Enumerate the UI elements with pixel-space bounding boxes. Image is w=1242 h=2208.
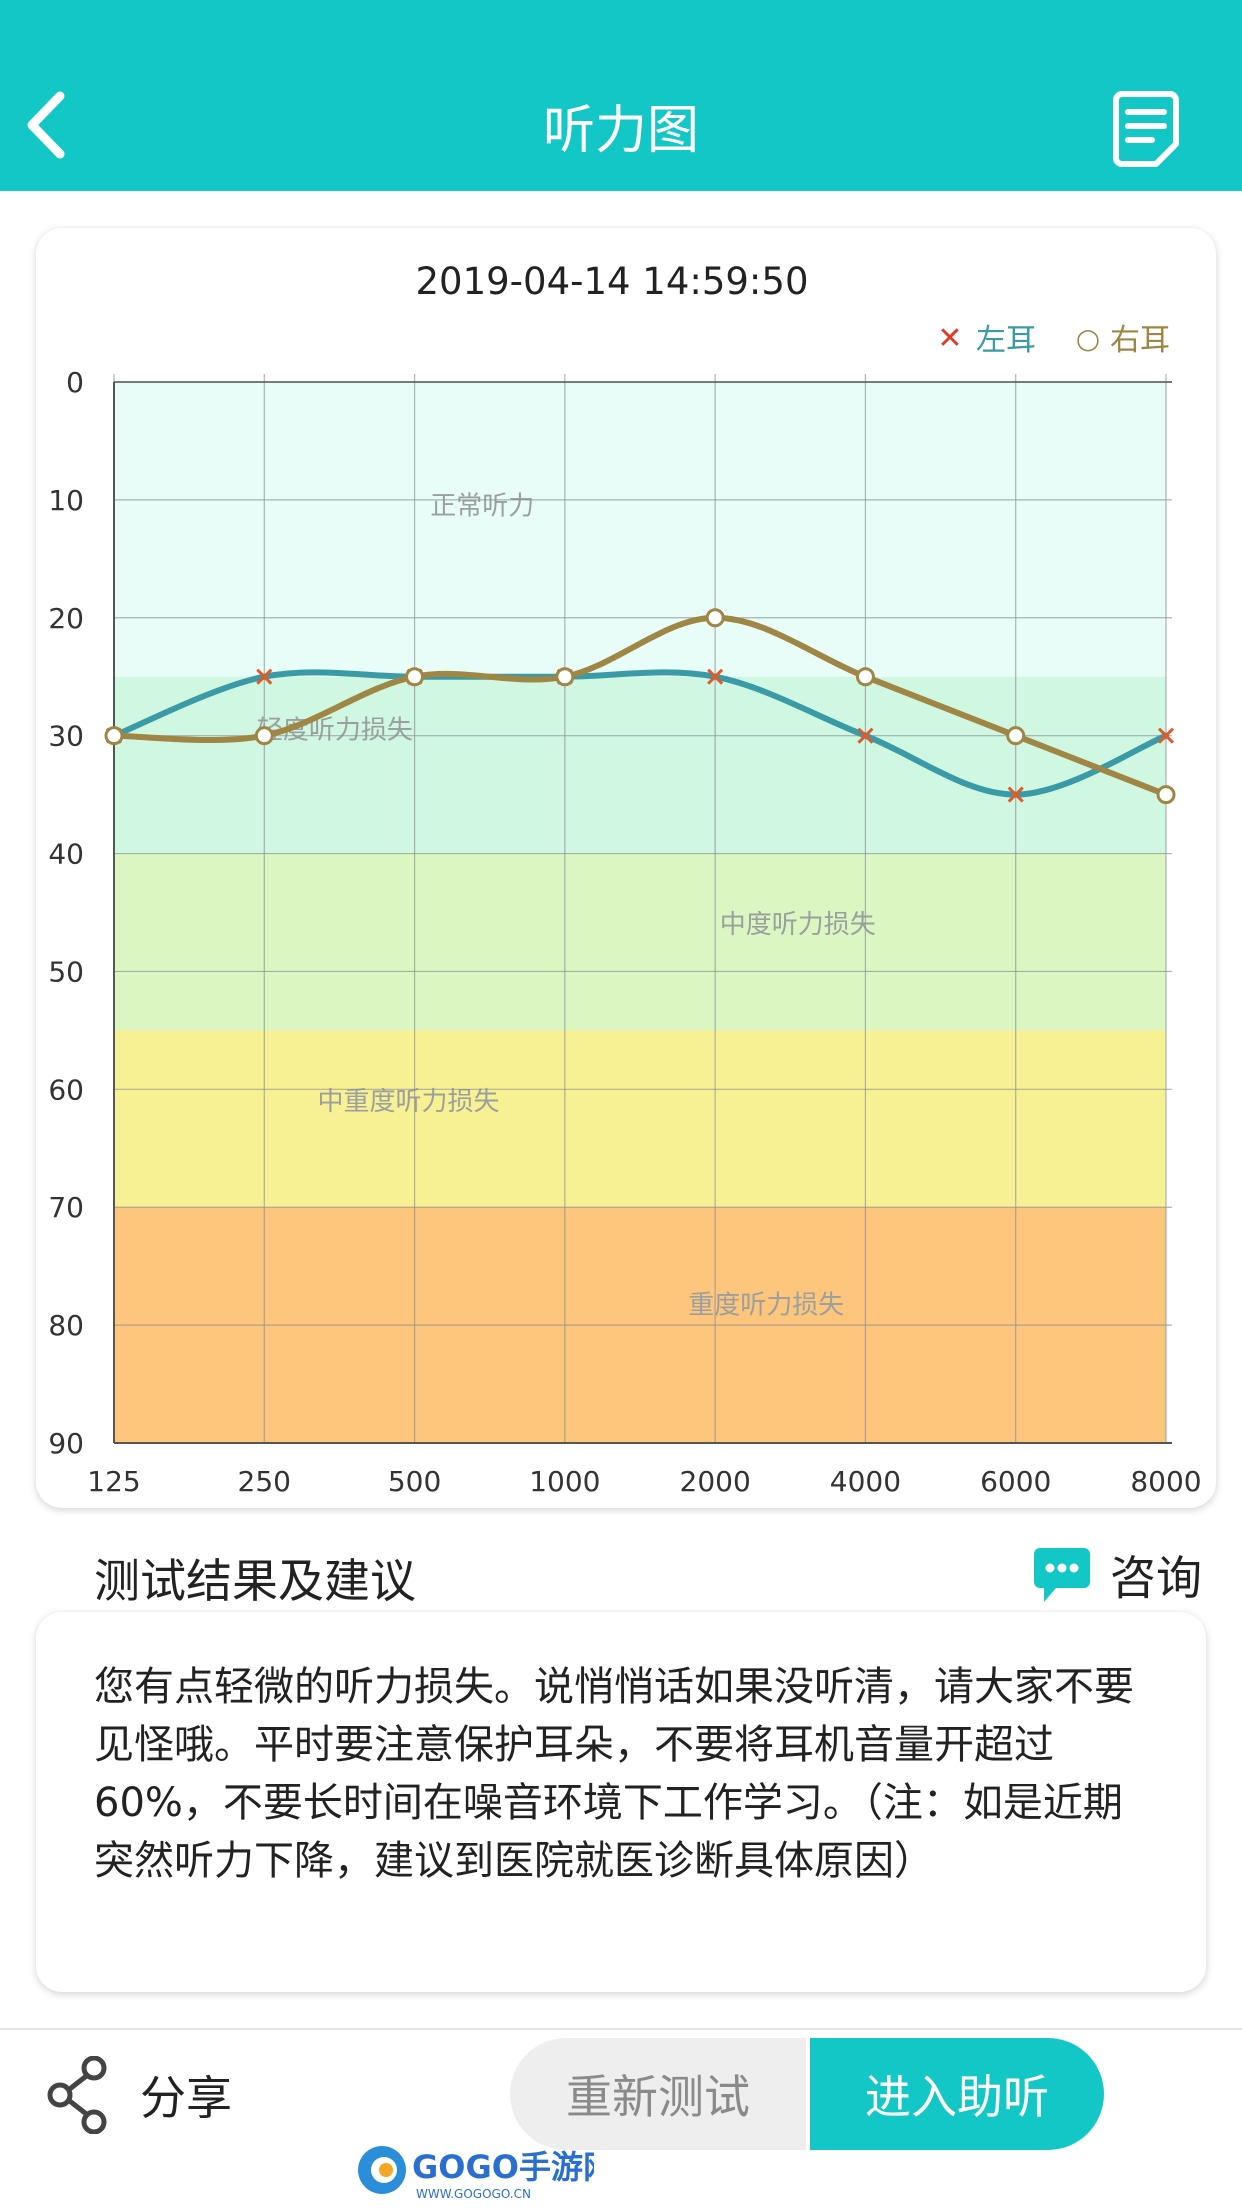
consult-label: 咨询 xyxy=(1110,1551,1202,1605)
y-tick-label: 50 xyxy=(48,955,84,988)
legend-right-label: 右耳 xyxy=(1110,323,1170,358)
x-tick-label: 125 xyxy=(87,1465,140,1498)
right-ear-point xyxy=(855,667,875,687)
audiogram-card: 正常听力 轻度听力损失 中度听力损失 中重度听力损失 重度听力损失 0 10 20 30 40 5… xyxy=(36,228,1216,1508)
left-ear-point xyxy=(857,727,874,744)
y-tick-label: 40 xyxy=(48,838,84,871)
y-tick-label: 0 xyxy=(66,366,84,399)
x-tick-label: 4000 xyxy=(830,1465,901,1498)
zone-label: 中重度听力损失 xyxy=(318,1087,500,1117)
y-tick-label: 30 xyxy=(48,720,84,753)
y-tick-label: 60 xyxy=(48,1073,84,1106)
right-ear-point xyxy=(1006,726,1026,746)
left-ear-point-stroke xyxy=(1157,727,1175,744)
zone-label: 正常听力 xyxy=(430,492,534,522)
y-tick-label: 10 xyxy=(48,484,84,517)
left-ear-point xyxy=(1157,727,1175,744)
x-tick-label: 1000 xyxy=(529,1465,600,1498)
right-ear-point xyxy=(405,667,425,687)
x-tick-label: 250 xyxy=(238,1465,291,1498)
test-timestamp: 2019-04-14 14:59:50 xyxy=(416,260,809,303)
x-tick-label: 6000 xyxy=(980,1465,1051,1498)
zone-band xyxy=(114,853,1166,1031)
legend-left-marker: ✕ xyxy=(937,321,962,356)
zone-band xyxy=(114,382,1166,677)
share-label: 分享 xyxy=(140,2071,232,2125)
left-ear-point xyxy=(707,668,724,685)
y-tick-label: 80 xyxy=(48,1309,84,1342)
left-ear-point-stroke xyxy=(1007,786,1024,803)
right-ear-point xyxy=(555,667,575,687)
chevron-left-icon xyxy=(27,91,65,159)
left-ear-point-stroke xyxy=(256,668,273,685)
watermark-url: WWW.GOGOGO.CN xyxy=(416,2187,531,2201)
x-tick-label: 500 xyxy=(388,1465,441,1498)
right-ear-line xyxy=(111,614,1169,798)
zone-label: 中度听力损失 xyxy=(720,910,876,940)
zone-band xyxy=(114,676,1166,854)
advice-card: 您有点轻微的听力损失。说悄悄话如果没听清，请大家不要见怪哦。平时要注意保护耳朵，… xyxy=(36,1612,1206,1992)
right-ear-point xyxy=(705,608,725,628)
legend-left-label: 左耳 xyxy=(976,323,1036,358)
watermark-logo: GOGO手游网 WWW.GOGOGO.CN xyxy=(358,2146,594,2201)
right-ear-point xyxy=(254,726,274,746)
consult-button[interactable]: 咨询 xyxy=(1032,1540,1202,1610)
page-title: 听力图 xyxy=(542,101,699,161)
left-ear-point xyxy=(256,668,273,685)
share-icon xyxy=(47,2056,107,2134)
advice-text: 您有点轻微的听力损失。说悄悄话如果没听清，请大家不要见怪哦。平时要注意保护耳朵，… xyxy=(94,1664,1134,1884)
y-tick-label: 90 xyxy=(48,1427,84,1460)
nav-bar: 听力图 xyxy=(0,0,1242,191)
left-ear-line xyxy=(111,669,1169,798)
document-icon xyxy=(1113,91,1179,167)
back-button[interactable] xyxy=(14,80,84,170)
x-tick-label: 8000 xyxy=(1130,1465,1201,1498)
enter-hearing-aid-button[interactable]: 进入助听 xyxy=(810,2038,1104,2150)
left-ear-point-stroke xyxy=(857,727,874,744)
legend-right-marker: ○ xyxy=(1076,322,1100,355)
zone-band xyxy=(114,1030,1166,1208)
left-ear-point-stroke xyxy=(707,668,724,685)
y-tick-label: 20 xyxy=(48,602,84,635)
report-button[interactable] xyxy=(1112,88,1184,170)
bottom-divider xyxy=(0,2028,1242,2030)
y-tick-label: 70 xyxy=(48,1191,84,1224)
chat-bubble-icon xyxy=(1034,1548,1090,1602)
zone-label: 重度听力损失 xyxy=(688,1290,844,1320)
result-section-title: 测试结果及建议 xyxy=(94,1554,416,1608)
chart-legend: ✕ 左耳 ○ 右耳 xyxy=(937,321,1170,358)
share-button[interactable]: 分享 xyxy=(46,2056,232,2134)
retest-button[interactable]: 重新测试 xyxy=(510,2038,806,2150)
watermark-brand: GOGO手游网 xyxy=(412,2148,594,2186)
left-ear-point xyxy=(1007,786,1024,803)
right-ear-point xyxy=(1156,785,1176,805)
right-ear-point xyxy=(104,726,124,746)
x-tick-label: 2000 xyxy=(680,1465,751,1498)
